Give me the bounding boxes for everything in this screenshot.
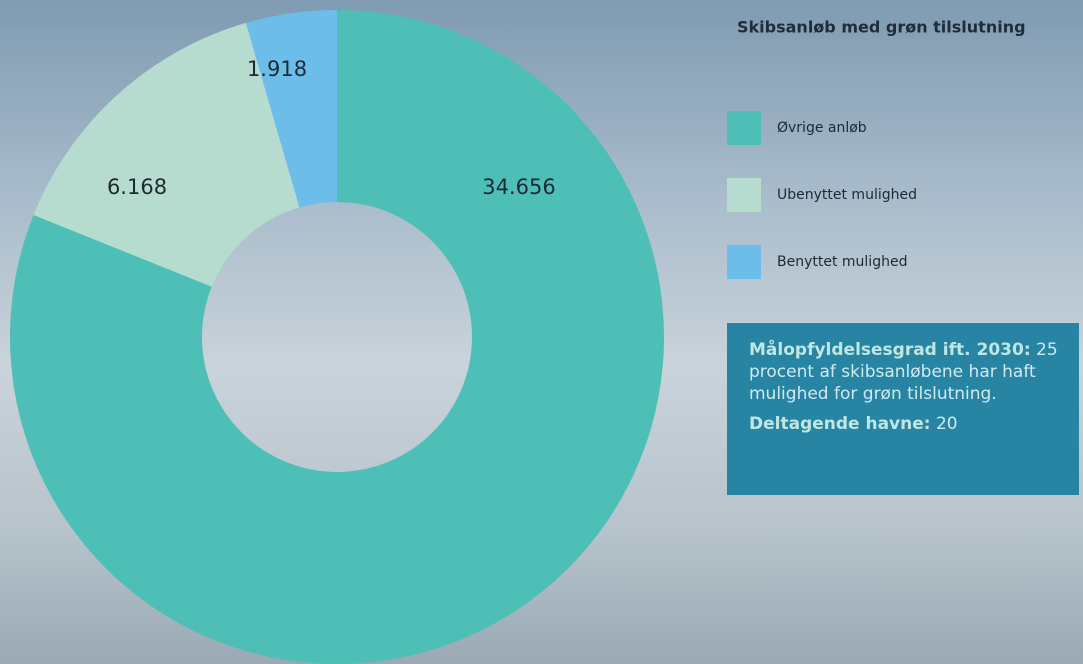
- info-box: Målopfyldelsesgrad ift. 2030: 25 procent…: [727, 323, 1079, 495]
- legend-swatch: [727, 245, 761, 279]
- slice: [33, 22, 300, 287]
- legend-swatch: [727, 178, 761, 212]
- data-label: 6.168: [107, 175, 167, 199]
- data-label: 34.656: [482, 175, 555, 199]
- chart-title: Skibsanløb med grøn tilslutning: [737, 18, 1026, 37]
- legend-label: Øvrige anløb: [777, 120, 867, 136]
- legend-swatch: [727, 111, 761, 145]
- ports-label: Deltagende havne:: [749, 414, 931, 434]
- goal: Målopfyldelsesgrad ift. 2030: 25 procent…: [749, 339, 1061, 405]
- ports-value: 20: [935, 414, 958, 434]
- legend-label: Ubenyttet mulighed: [777, 187, 917, 203]
- slice: [9, 10, 664, 664]
- data-label: 1.918: [247, 57, 307, 81]
- goal-text: 25 procent af skibsanløbene har haft mul…: [749, 340, 1058, 404]
- goal-label: Målopfyldelsesgrad ift. 2030:: [749, 340, 1031, 360]
- slice: [246, 10, 337, 208]
- legend-label: Benyttet mulighed: [777, 254, 907, 270]
- ports: Deltagende havne: 20: [749, 413, 1061, 435]
